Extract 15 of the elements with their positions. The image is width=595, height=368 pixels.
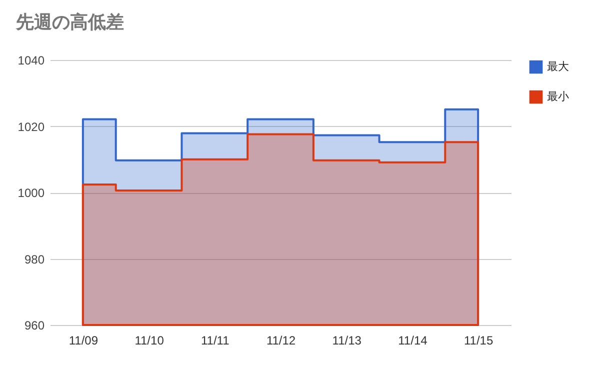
y-tick-label: 1020 <box>18 120 45 134</box>
y-tick-label: 960 <box>24 318 45 332</box>
x-tick-label: 11/12 <box>266 334 296 348</box>
chart-title: 先週の高低差 <box>15 12 124 32</box>
x-tick-label: 11/11 <box>201 334 230 348</box>
x-tick-label: 11/13 <box>332 334 362 348</box>
y-tick-label: 1000 <box>18 186 45 200</box>
legend-label: 最大 <box>547 60 569 73</box>
x-tick-label: 11/09 <box>68 334 98 348</box>
legend-label: 最小 <box>547 90 569 103</box>
y-tick-label: 1040 <box>18 54 45 68</box>
x-tick-label: 11/14 <box>398 334 428 348</box>
x-tick-label: 11/10 <box>134 334 164 348</box>
x-tick-label: 11/15 <box>464 334 494 348</box>
y-tick-label: 980 <box>24 252 45 266</box>
